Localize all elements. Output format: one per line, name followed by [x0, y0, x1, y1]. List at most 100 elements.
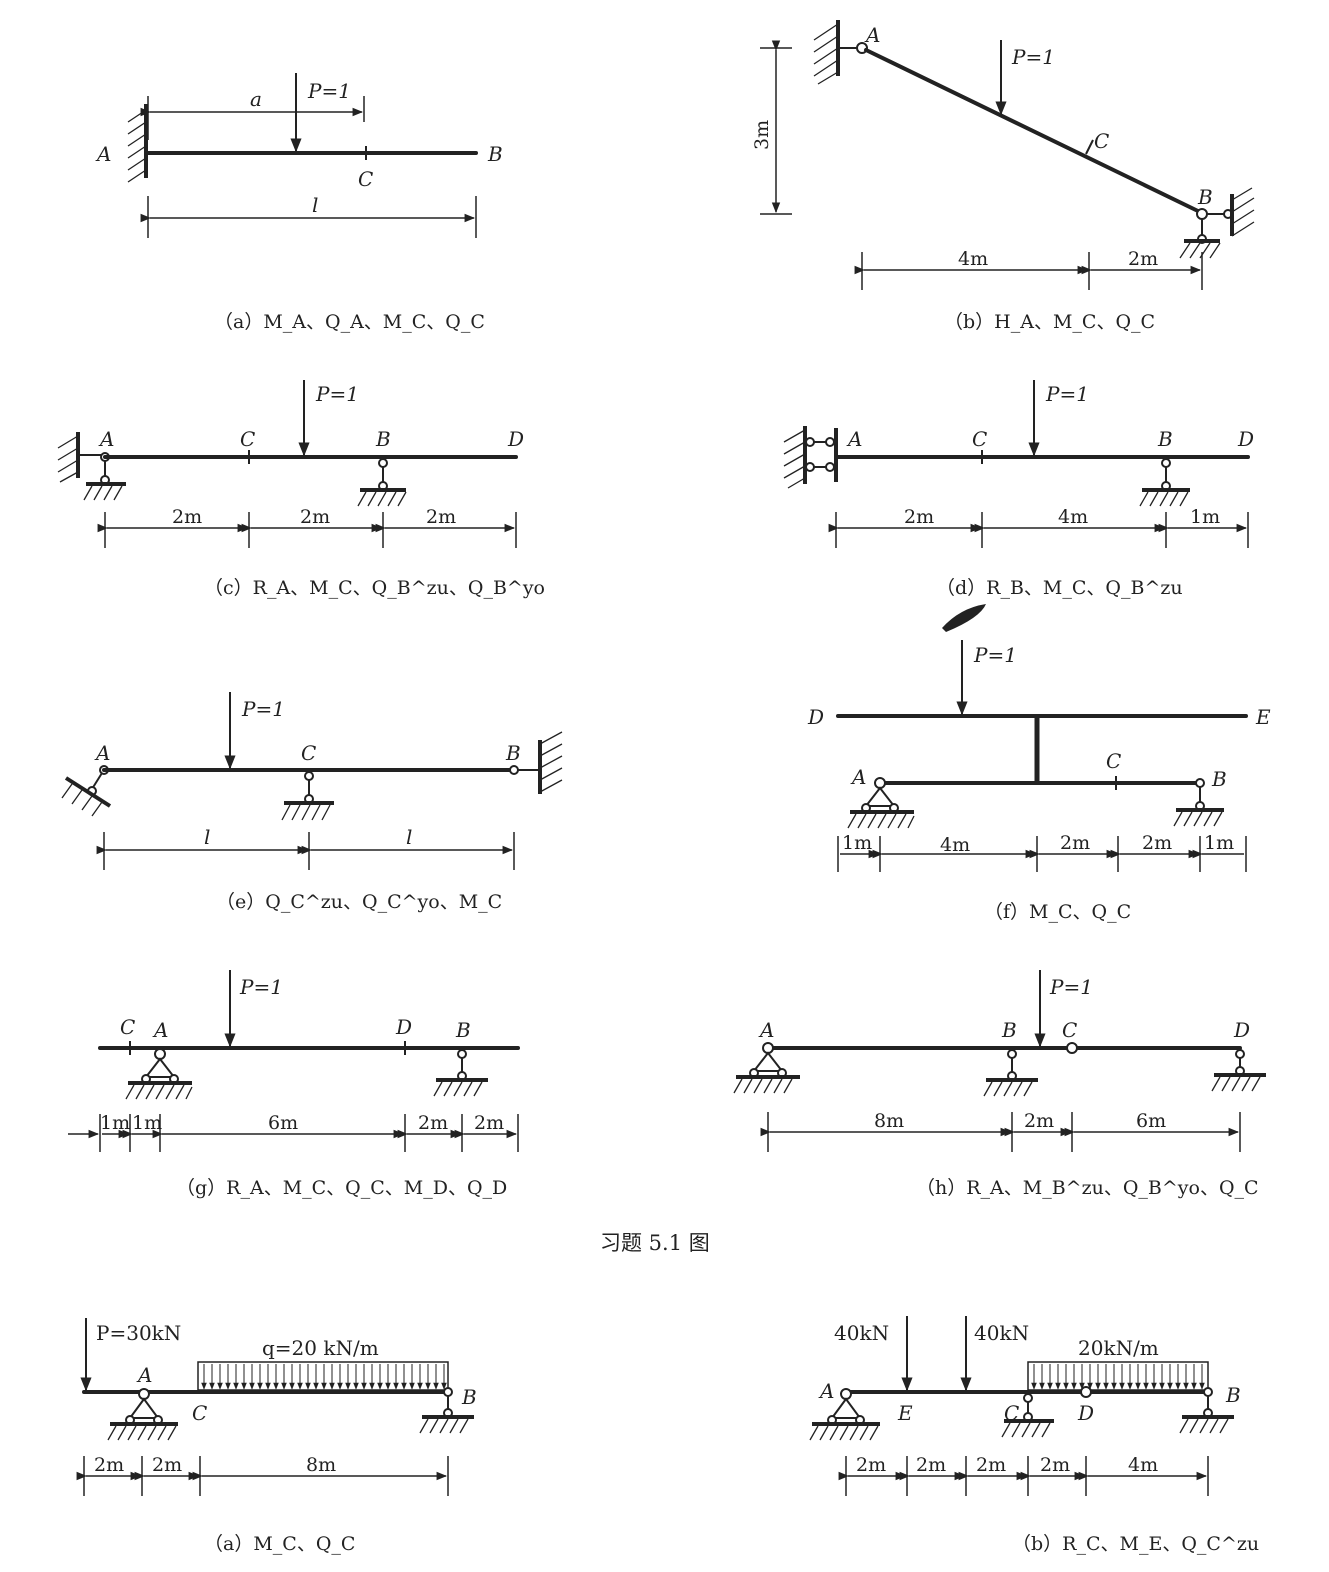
figure-b: A P=1 C B 3m 4m 2m （b）H_A、M_C、Q_C — [751, 20, 1255, 333]
point-label: B — [1157, 427, 1173, 451]
point-label: A — [95, 142, 111, 166]
point-label: A — [850, 765, 866, 789]
caption: （a）M_C、Q_C — [204, 1533, 355, 1555]
point-label: D — [1077, 1401, 1094, 1425]
dim-label: l — [312, 193, 318, 217]
load-label: P=1 — [1049, 975, 1093, 999]
caption: （c）R_A、M_C、Q_B^zu、Q_B^yo — [204, 577, 545, 599]
point-label: B — [1225, 1383, 1241, 1407]
point-label: A — [136, 1363, 152, 1387]
point-label: D — [807, 705, 824, 729]
dim-label: 2m — [1024, 1110, 1054, 1132]
dim-label: l — [204, 825, 210, 849]
dim-label: 2m — [300, 506, 330, 528]
dim-label: 4m — [940, 834, 970, 856]
dim-label: 2m — [474, 1112, 504, 1134]
figure-d: P=1 A C B D 2m 4m 1m （d）R_B、M_C、Q_B^zu — [783, 380, 1254, 599]
point-label: B — [1197, 185, 1213, 209]
point-label: C — [192, 1401, 207, 1425]
wall-hatching — [127, 109, 147, 183]
caption: （b）H_A、M_C、Q_C — [944, 311, 1155, 333]
caption: （e）Q_C^zu、Q_C^yo、M_C — [216, 891, 502, 913]
point-label: D — [1237, 427, 1254, 451]
point-label: E — [897, 1401, 913, 1425]
caption: （g）R_A、M_C、Q_C、M_D、Q_D — [176, 1177, 507, 1199]
dim-label: 6m — [1136, 1110, 1166, 1132]
udl-arrows — [201, 1364, 447, 1390]
udl-arrows — [1031, 1364, 1205, 1390]
inclined-member — [864, 48, 1202, 214]
dim-label: 4m — [958, 248, 988, 270]
dim-label: 1m — [842, 832, 872, 854]
dim-label: 8m — [306, 1454, 336, 1476]
figure-g: P=1 C A D B 1m 1m 6m 2m 2m （g）R_A、M_C、Q_… — [68, 970, 520, 1199]
point-label: A — [98, 427, 114, 451]
caption: （f）M_C、Q_C — [984, 901, 1131, 923]
load-label: P=1 — [973, 643, 1017, 667]
point-label: C — [1106, 749, 1121, 773]
point-label: A — [846, 427, 862, 451]
point-label: A — [152, 1018, 168, 1042]
dim-label: 2m — [172, 506, 202, 528]
figure-f: P=1 D E A C B 1m 4m 2m 2m 1m （f）M_C、Q_C — [807, 604, 1271, 923]
point-label: C — [972, 427, 987, 451]
point-label: A — [864, 23, 880, 47]
dim-label: 1m — [1204, 832, 1234, 854]
load-label: P=1 — [1045, 382, 1089, 406]
dim-label: 1m — [100, 1112, 130, 1134]
point-label: C — [358, 167, 373, 191]
figure-e: P=1 A C B l l （e）Q_C^zu、Q_C^yo、M_C — [61, 692, 563, 913]
dim-label: 2m — [426, 506, 456, 528]
dim-label: 2m — [856, 1454, 886, 1476]
dim-label: 2m — [1060, 832, 1090, 854]
point-label: A — [758, 1018, 774, 1042]
dim-label: 1m — [132, 1112, 162, 1134]
caption: （a）M_A、Q_A、M_C、Q_C — [214, 311, 485, 333]
dim-label: 2m — [418, 1112, 448, 1134]
dim-label: 2m — [904, 506, 934, 528]
dim-label: 2m — [152, 1454, 182, 1476]
dim-label: 2m — [1128, 248, 1158, 270]
point-label: B — [505, 741, 521, 765]
load-label: q=20 kN/m — [262, 1336, 379, 1360]
point-label: E — [1255, 705, 1271, 729]
point-label: A — [94, 741, 110, 765]
dim-label: 2m — [1040, 1454, 1070, 1476]
load-label: P=1 — [1011, 45, 1055, 69]
distributed-load — [197, 1361, 449, 1391]
figure-2b: 40kN 40kN 20kN/m A E C D B 2m 2m 2m 2m 4… — [809, 1316, 1259, 1555]
dim-label: a — [250, 87, 262, 111]
caption: （b）R_C、M_E、Q_C^zu — [1012, 1533, 1259, 1555]
ink-blot — [942, 604, 986, 632]
dim-label: 2m — [916, 1454, 946, 1476]
dim-label: 1m — [1190, 506, 1220, 528]
dim-label: 4m — [1128, 1454, 1158, 1476]
point-label: A — [818, 1379, 834, 1403]
load-label: 40kN — [834, 1321, 889, 1345]
point-label: C — [120, 1015, 135, 1039]
dim-label: 6m — [268, 1112, 298, 1134]
distributed-load — [1027, 1361, 1209, 1391]
dim-label: 3m — [751, 120, 773, 150]
dim-label: 2m — [94, 1454, 124, 1476]
load-label: 20kN/m — [1078, 1336, 1159, 1360]
main-caption: 习题 5.1 图 — [600, 1231, 710, 1255]
dim-label: 4m — [1058, 506, 1088, 528]
load-label: P=1 — [315, 382, 359, 406]
point-label: B — [461, 1385, 477, 1409]
dim-label: 2m — [1142, 832, 1172, 854]
load-label: P=1 — [239, 975, 283, 999]
point-label: D — [395, 1015, 412, 1039]
point-label: B — [1211, 767, 1227, 791]
point-label: C — [301, 741, 316, 765]
caption: （d）R_B、M_C、Q_B^zu — [936, 577, 1183, 599]
point-label: C — [1004, 1401, 1019, 1425]
point-label: B — [1001, 1018, 1017, 1042]
load-label: 40kN — [974, 1321, 1029, 1345]
point-label: C — [1094, 129, 1109, 153]
caption: （h）R_A、M_B^zu、Q_B^yo、Q_C — [916, 1177, 1259, 1199]
load-label: P=1 — [241, 697, 285, 721]
point-label: C — [1062, 1018, 1077, 1042]
figure-a: P=1 a A B C l （a）M_A、Q_A、M_C、Q_C — [95, 73, 503, 333]
